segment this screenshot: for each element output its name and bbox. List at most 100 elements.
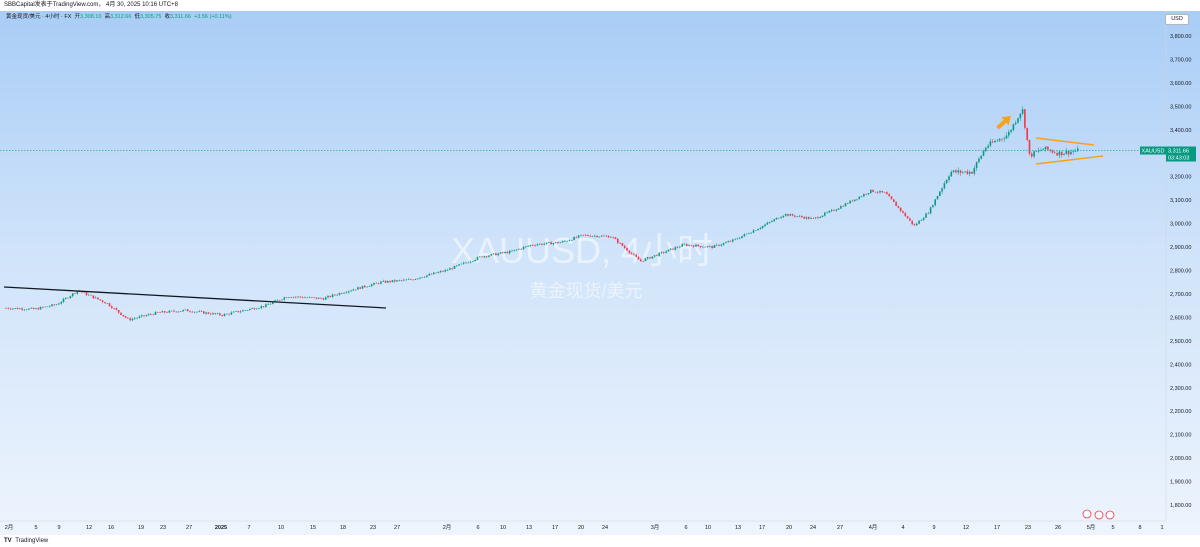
candle-down <box>120 312 122 316</box>
candle-up <box>511 250 513 252</box>
time-axis-tick: 1 <box>1160 525 1163 531</box>
legend-symbol: 黄金现货/美元 · 4小时 · FX <box>6 14 72 20</box>
candle-up <box>1042 149 1045 151</box>
candle-down <box>617 239 619 243</box>
candle-up <box>462 262 465 264</box>
candle-down <box>435 272 437 274</box>
candle-up <box>288 297 290 298</box>
candle-up <box>380 281 382 284</box>
candle-up <box>449 268 451 270</box>
candle-up <box>382 280 384 282</box>
candle-down <box>690 245 693 246</box>
candle-down <box>531 245 534 246</box>
price-axis[interactable]: 1,800.00 1,900.00 2,000.00 2,100.00 2,200.00… <box>1170 34 1191 509</box>
candle-up <box>750 232 752 234</box>
candle-up <box>741 236 743 239</box>
candle-down <box>676 247 679 248</box>
candle-up <box>58 303 60 305</box>
candle-down <box>692 245 695 247</box>
candle-up <box>421 277 424 278</box>
currency-selector[interactable]: USD <box>1165 14 1189 25</box>
candle-up <box>939 191 941 196</box>
time-axis-tick: 23 <box>370 525 376 531</box>
time-axis-tick: 6 <box>684 525 687 531</box>
candle-down <box>1060 151 1063 156</box>
event-flag-icon[interactable] <box>1105 510 1115 520</box>
candle-up <box>467 262 470 264</box>
price-axis-tick: 2,700.00 <box>1170 292 1191 298</box>
candle-down <box>575 237 578 238</box>
candle-down <box>584 234 587 236</box>
candle-up <box>331 294 334 297</box>
candle-down <box>626 247 628 251</box>
economic-events[interactable] <box>1082 509 1115 520</box>
candle-down <box>481 256 483 258</box>
candle-down <box>117 310 120 313</box>
candle-up <box>752 230 755 233</box>
candle-up <box>497 253 499 256</box>
candle-down <box>1056 153 1058 156</box>
candle-up <box>249 308 251 311</box>
candle-up <box>216 313 219 314</box>
candle-up <box>566 240 568 242</box>
chart-panel[interactable]: XAUUSD, 4小时 黄金现货/美元 1,800.00 1,900.00 2,00… <box>0 11 1200 535</box>
candle-up <box>706 246 709 247</box>
triangle-pattern[interactable] <box>1035 137 1104 165</box>
candle-down <box>520 248 522 250</box>
candle-down <box>108 303 111 307</box>
candle-down <box>596 235 598 238</box>
candle-down <box>633 253 635 255</box>
event-flag-icon[interactable] <box>1082 509 1092 519</box>
candle-up <box>373 282 375 285</box>
candle-up <box>527 246 529 247</box>
candle-down <box>637 256 640 260</box>
legend-high-label: 高 <box>104 14 110 20</box>
candle-up <box>598 236 601 238</box>
candle-down <box>642 261 644 262</box>
candlestick-chart[interactable]: XAUUSD, 4小时 黄金现货/美元 1,800.00 1,900.00 2,00… <box>0 11 1200 535</box>
candle-down <box>959 170 962 173</box>
price-axis-tick: 3,400.00 <box>1170 128 1191 134</box>
candle-up <box>978 158 980 163</box>
candle-up <box>212 313 214 315</box>
candle-up <box>483 256 486 258</box>
event-flag-icon[interactable] <box>1094 510 1104 520</box>
price-tag-symbol: XAUUSD <box>1142 149 1165 155</box>
candle-up <box>343 292 345 294</box>
candle-up <box>929 207 932 214</box>
candle-up <box>688 245 690 246</box>
candle-up <box>504 252 506 253</box>
candle-down <box>794 215 796 217</box>
candle-down <box>557 242 559 244</box>
candle-down <box>92 295 95 299</box>
candle-up <box>936 195 939 200</box>
candle-up <box>559 242 562 244</box>
candle-up <box>25 309 28 311</box>
footer-bar: TV TradingView <box>0 535 1200 547</box>
candle-down <box>209 313 212 315</box>
candle-up <box>324 297 327 300</box>
candle-up <box>499 252 502 254</box>
candle-up <box>230 312 233 315</box>
time-axis[interactable]: 2月 5 9 12 16 19 23 27 2025 7 10 15 18 23 27 2月 6 10 13 17 20… <box>5 524 1164 531</box>
candle-down <box>881 191 884 193</box>
candle-up <box>768 221 771 223</box>
candle-up <box>975 162 978 169</box>
candle-up <box>226 313 228 315</box>
candle-down <box>1067 150 1070 155</box>
candle-up <box>419 277 421 279</box>
candle-down <box>451 268 453 269</box>
candle-up <box>853 199 856 202</box>
candle-up <box>918 220 920 224</box>
candle-up <box>136 317 138 319</box>
symbol-legend[interactable]: 黄金现货/美元 · 4小时 · FX 开3,308.10 高3,312.66 低… <box>6 13 232 22</box>
trend-line[interactable] <box>3 286 387 309</box>
candle-up <box>934 199 936 206</box>
candle-down <box>605 235 608 237</box>
candle-up <box>805 217 808 219</box>
candle-up <box>391 280 394 283</box>
candle-down <box>278 300 281 301</box>
candle-down <box>1051 150 1054 153</box>
candle-up <box>957 170 959 173</box>
candle-down <box>384 280 387 283</box>
